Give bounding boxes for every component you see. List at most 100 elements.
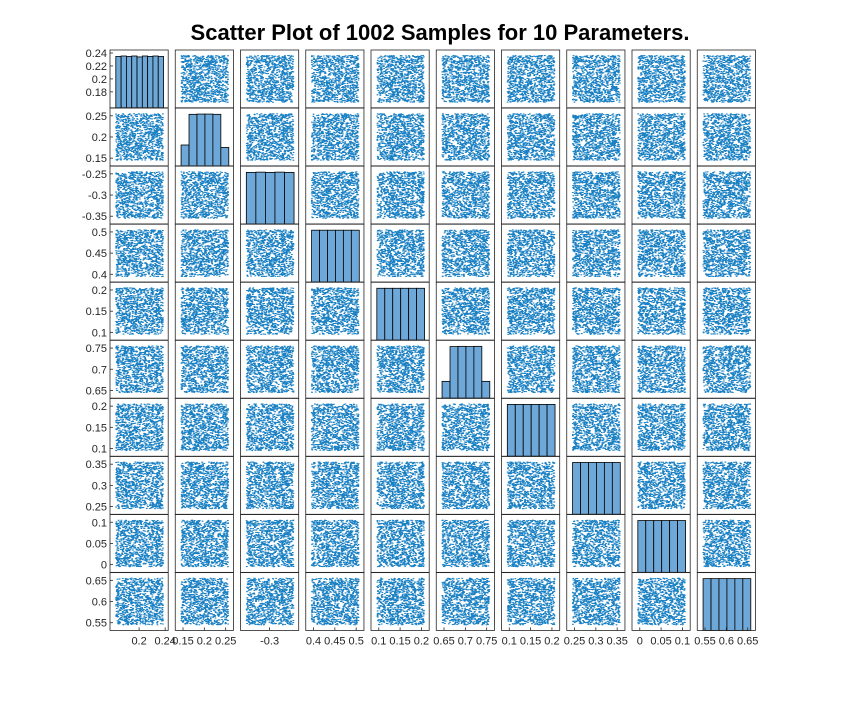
y-tick-label: 0.18 (86, 87, 107, 99)
scatter-panel (566, 223, 626, 283)
histogram-bar (441, 380, 451, 399)
histogram-bar (120, 55, 127, 109)
y-tick-label: 0.75 (86, 343, 107, 355)
histogram-bar (530, 404, 540, 457)
x-tick-label: 0.4 (306, 635, 321, 647)
chart-title: Scatter Plot of 1002 Samples for 10 Para… (190, 20, 690, 45)
scatter-panel (305, 398, 365, 457)
y-tick-label: -0.3 (88, 190, 107, 202)
y-tick-label: 0.25 (86, 502, 107, 514)
histogram-bar (677, 520, 686, 573)
y-tick-label: 0.22 (86, 61, 107, 73)
scatter-points (180, 287, 230, 335)
scatter-panel (370, 456, 430, 515)
scatter-points (506, 287, 556, 335)
scatter-panel (696, 398, 756, 457)
histogram-bar (265, 171, 276, 225)
scatter-points (571, 171, 621, 219)
scatter-points (180, 345, 230, 394)
histogram-bar (204, 113, 214, 167)
scatter-points (376, 171, 426, 219)
scatter-panel (240, 339, 300, 399)
scatter-panel (240, 514, 300, 573)
scatter-panel (566, 398, 626, 457)
y-tick-label: 0.2 (92, 74, 107, 86)
scatter-points (310, 113, 360, 161)
scatter-points (376, 403, 426, 452)
histogram-bar (522, 404, 532, 457)
x-tick-label: 0.7 (458, 635, 473, 647)
x-tick-label: 0.1 (371, 635, 386, 647)
y-tick-label: 0.24 (86, 48, 107, 60)
y-tick-label: 0.2 (92, 401, 107, 413)
scatter-panel (435, 572, 495, 631)
scatter-panel (696, 281, 756, 341)
histogram-panel (501, 398, 561, 457)
x-tick-label: 0.5 (349, 635, 364, 647)
histogram-bar (538, 404, 548, 457)
scatter-points (376, 461, 426, 510)
scatter-points (376, 519, 426, 568)
histogram-bar (710, 578, 720, 631)
scatter-points (115, 519, 164, 568)
scatter-panel (566, 281, 626, 341)
y-tick-label: 0.1 (92, 517, 107, 529)
histogram-bar (637, 520, 647, 573)
histogram-bar (136, 56, 143, 109)
scatter-points (245, 345, 295, 394)
histogram-bar (416, 287, 425, 341)
histogram-bar (669, 520, 678, 573)
scatter-points (637, 345, 686, 394)
histogram-bar (188, 113, 198, 167)
scatter-points (245, 519, 295, 568)
scatter-panel (109, 339, 169, 399)
x-tick-label: 0.15 (389, 635, 410, 647)
x-tick-label: 0.15 (172, 635, 193, 647)
y-tick-label: 0.55 (86, 618, 107, 630)
histogram-bar (514, 404, 524, 457)
histogram-bar (350, 229, 360, 283)
y-tick-label: 0.05 (86, 538, 107, 550)
x-tick-label: 0.1 (502, 635, 517, 647)
histogram-panel (435, 339, 495, 399)
scatter-points (506, 229, 556, 277)
histogram-panel (305, 223, 365, 283)
scatter-points (506, 345, 556, 394)
scatter-panel (109, 514, 169, 573)
histogram-bar (115, 56, 122, 109)
y-tick-label: 0.7 (92, 364, 107, 376)
scatter-points (180, 55, 230, 103)
histogram-bar (611, 462, 621, 515)
histogram-bar (196, 113, 206, 167)
scatter-panel (696, 514, 756, 573)
histogram-bar (596, 462, 605, 515)
histogram-bar (255, 171, 266, 225)
scatter-points (506, 519, 556, 568)
histogram-bar (157, 56, 164, 109)
histogram-bar (449, 346, 459, 399)
scatter-panel (631, 339, 691, 399)
scatter-points (115, 403, 164, 452)
histogram-bar (645, 520, 655, 573)
scatter-panel (370, 398, 430, 457)
scatter-points (702, 403, 752, 452)
scatter-points (637, 55, 686, 103)
histogram-panel (240, 165, 300, 225)
scatter-points (441, 403, 491, 452)
scatter-points (441, 113, 491, 161)
scatter-points (441, 229, 491, 277)
histogram-panel (109, 49, 169, 109)
scatter-panel (370, 165, 430, 225)
y-tick-label: 0.45 (86, 248, 107, 260)
scatter-points (506, 461, 556, 510)
scatter-panel (696, 107, 756, 167)
x-tick-label: 0.05 (650, 635, 671, 647)
scatter-points (571, 345, 621, 394)
scatter-panel (174, 223, 234, 283)
scatter-panel (305, 165, 365, 225)
scatter-points (506, 577, 556, 626)
scatter-points (310, 519, 360, 568)
scatter-points (637, 461, 686, 510)
scatter-panel (109, 398, 169, 457)
